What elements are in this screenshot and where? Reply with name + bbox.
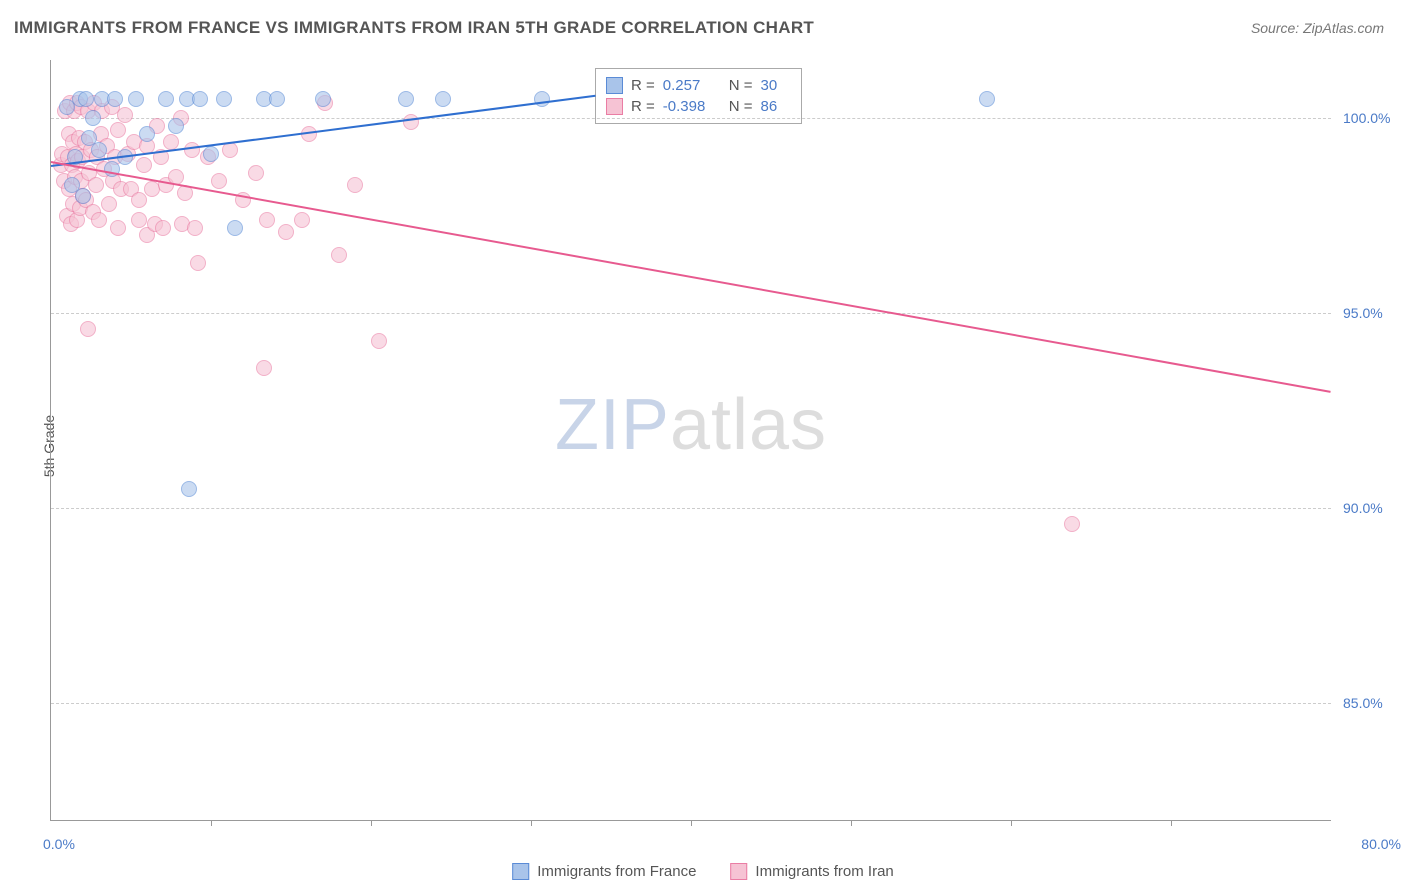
legend-r-label: R =: [631, 77, 655, 94]
scatter-point-france: [75, 188, 91, 204]
scatter-point-iran: [294, 212, 310, 228]
scatter-point-iran: [88, 177, 104, 193]
bottom-legend-item-france: Immigrants from France: [512, 863, 696, 880]
scatter-point-france: [91, 142, 107, 158]
correlation-legend: R = 0.257 N = 30 R = -0.398 N = 86: [595, 68, 802, 124]
scatter-point-france: [534, 91, 550, 107]
scatter-point-france: [398, 91, 414, 107]
scatter-point-france: [227, 220, 243, 236]
scatter-point-france: [269, 91, 285, 107]
scatter-point-iran: [331, 247, 347, 263]
scatter-point-france: [435, 91, 451, 107]
legend-n-value-france: 30: [761, 77, 791, 94]
gridline-h: [51, 703, 1331, 704]
scatter-point-france: [78, 91, 94, 107]
watermark: ZIPatlas: [555, 384, 827, 466]
source-label: Source: ZipAtlas.com: [1251, 20, 1384, 36]
scatter-point-iran: [101, 196, 117, 212]
legend-swatch-iran: [606, 98, 623, 115]
scatter-point-iran: [187, 220, 203, 236]
scatter-point-iran: [131, 212, 147, 228]
bottom-legend-item-iran: Immigrants from Iran: [730, 863, 893, 880]
scatter-point-france: [128, 91, 144, 107]
x-tick: [531, 820, 532, 826]
scatter-point-iran: [136, 157, 152, 173]
x-tick: [371, 820, 372, 826]
scatter-point-iran: [163, 134, 179, 150]
scatter-point-iran: [131, 192, 147, 208]
legend-row-iran: R = -0.398 N = 86: [606, 96, 791, 117]
scatter-point-iran: [371, 333, 387, 349]
y-tick-label: 90.0%: [1343, 500, 1401, 516]
watermark-zip: ZIP: [555, 385, 670, 465]
series-legend: Immigrants from France Immigrants from Ir…: [512, 863, 894, 880]
scatter-point-france: [107, 91, 123, 107]
legend-r-value-iran: -0.398: [663, 98, 721, 115]
scatter-point-iran: [110, 122, 126, 138]
scatter-point-france: [203, 146, 219, 162]
scatter-point-iran: [190, 255, 206, 271]
x-tick: [211, 820, 212, 826]
scatter-point-france: [979, 91, 995, 107]
chart-title: IMMIGRANTS FROM FRANCE VS IMMIGRANTS FRO…: [14, 18, 814, 38]
y-tick-label: 85.0%: [1343, 695, 1401, 711]
scatter-point-france: [216, 91, 232, 107]
x-tick: [691, 820, 692, 826]
legend-swatch-france: [606, 77, 623, 94]
bottom-legend-swatch-iran: [730, 863, 747, 880]
scatter-point-iran: [184, 142, 200, 158]
scatter-point-iran: [1064, 516, 1080, 532]
watermark-atlas: atlas: [670, 385, 827, 465]
x-tick: [851, 820, 852, 826]
scatter-point-france: [168, 118, 184, 134]
scatter-point-iran: [155, 220, 171, 236]
legend-r-value-france: 0.257: [663, 77, 721, 94]
scatter-point-iran: [80, 321, 96, 337]
scatter-point-iran: [259, 212, 275, 228]
legend-row-france: R = 0.257 N = 30: [606, 75, 791, 96]
bottom-legend-label-france: Immigrants from France: [537, 863, 696, 880]
bottom-legend-swatch-france: [512, 863, 529, 880]
y-tick-label: 100.0%: [1343, 110, 1401, 126]
y-tick-label: 95.0%: [1343, 305, 1401, 321]
chart-plot-area: ZIPatlas R =0.257N =30R =-0.398N =86 85.…: [50, 60, 1331, 821]
scatter-point-france: [192, 91, 208, 107]
scatter-point-iran: [256, 360, 272, 376]
gridline-h: [51, 508, 1331, 509]
x-max-label: 80.0%: [1361, 836, 1401, 852]
gridline-h: [51, 313, 1331, 314]
scatter-point-iran: [117, 107, 133, 123]
scatter-point-france: [181, 481, 197, 497]
bottom-legend-label-iran: Immigrants from Iran: [755, 863, 893, 880]
x-tick: [1171, 820, 1172, 826]
legend-n-value-iran: 86: [761, 98, 791, 115]
scatter-point-france: [85, 110, 101, 126]
scatter-point-france: [315, 91, 331, 107]
x-tick: [1011, 820, 1012, 826]
trend-line-iran: [51, 161, 1331, 393]
scatter-point-france: [158, 91, 174, 107]
legend-r-label: R =: [631, 98, 655, 115]
scatter-point-iran: [248, 165, 264, 181]
scatter-point-iran: [211, 173, 227, 189]
legend-n-label: N =: [729, 77, 753, 94]
scatter-point-france: [139, 126, 155, 142]
scatter-point-iran: [278, 224, 294, 240]
scatter-point-iran: [347, 177, 363, 193]
scatter-point-iran: [110, 220, 126, 236]
legend-n-label: N =: [729, 98, 753, 115]
scatter-point-iran: [91, 212, 107, 228]
x-min-label: 0.0%: [43, 836, 75, 852]
gridline-h: [51, 118, 1331, 119]
